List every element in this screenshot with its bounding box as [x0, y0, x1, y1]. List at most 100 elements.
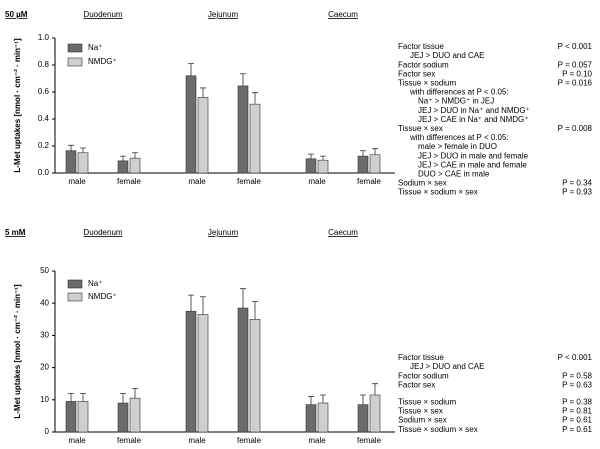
bar [317, 159, 329, 174]
error-bar [252, 92, 258, 105]
y-tick-label: 1.0 [38, 33, 50, 42]
bar [357, 155, 369, 174]
stat-label: Sodium × sex [398, 179, 447, 188]
stat-p: P = 0.10 [562, 69, 592, 78]
x-tick-label: male [308, 436, 326, 445]
stat-note: JEJ > CAE in Na⁺ and NMDG⁺ [418, 115, 528, 124]
bar [77, 152, 89, 174]
bar [117, 160, 129, 174]
error-bar [80, 392, 86, 402]
group-label: Jejunum [208, 10, 239, 19]
stat-p: P = 0.008 [558, 124, 593, 133]
error-bar [240, 288, 246, 309]
error-bar [200, 296, 206, 315]
error-bar [132, 152, 138, 159]
panel-label: 50 µM [5, 10, 28, 19]
stat-detail: with differences at P < 0.05: [409, 88, 509, 97]
y-tick-label: 0.4 [38, 114, 50, 123]
bar [369, 394, 381, 433]
bar [185, 310, 197, 433]
stat-p: P = 0.016 [558, 79, 593, 88]
error-bar [372, 383, 378, 395]
error-bar [80, 147, 86, 153]
stat-label: Factor sex [398, 69, 435, 78]
stat-note: JEJ > CAE in male and female [418, 160, 527, 169]
bar [305, 404, 317, 433]
stat-label: Factor tissue [398, 353, 444, 362]
y-tick-label: 0.2 [38, 141, 50, 150]
x-tick-label: male [68, 177, 86, 186]
legend-swatch [67, 57, 83, 67]
error-bar [188, 294, 194, 312]
stat-p: P = 0.057 [558, 60, 593, 69]
y-axis-title: L-Met uptakes [nmol · cm⁻² · min⁻¹] [13, 38, 22, 173]
y-tick-label: 40 [40, 298, 49, 307]
stat-label: Tissue × sodium [398, 398, 457, 407]
group-label: Duodenum [83, 10, 122, 19]
stat-p: P = 0.81 [562, 407, 592, 416]
stat-p: P = 0.61 [562, 416, 592, 425]
legend-label: NMDG⁺ [88, 57, 117, 66]
bar [369, 154, 381, 174]
x-tick-label: male [188, 436, 206, 445]
stat-note: JEJ > DUO in Na⁺ and NMDG⁺ [418, 106, 530, 115]
stat-p: P = 0.61 [562, 425, 592, 434]
error-bar [188, 63, 194, 76]
stat-p: P = 0.38 [562, 398, 592, 407]
stat-label: Tissue × sex [398, 407, 443, 416]
error-bar [68, 392, 74, 402]
x-tick-label: female [117, 177, 142, 186]
x-tick-label: female [357, 177, 382, 186]
legend-swatch [67, 279, 83, 289]
error-bar [132, 388, 138, 399]
bar [197, 314, 209, 433]
bar [129, 397, 141, 433]
stat-p: P = 0.58 [562, 371, 592, 380]
group-label: Duodenum [83, 228, 122, 237]
stat-label: Factor sex [398, 380, 435, 389]
bar [237, 307, 249, 433]
x-tick-label: male [68, 436, 86, 445]
x-tick-label: female [117, 436, 142, 445]
bar [249, 103, 261, 174]
stat-note: JEJ > DUO and CAE [410, 51, 484, 60]
x-tick-label: male [308, 177, 326, 186]
y-axis-title: L-Met uptakes [nmol · cm⁻² · min⁻¹] [13, 284, 22, 419]
legend-label: NMDG⁺ [88, 292, 117, 301]
error-bar [252, 301, 258, 320]
error-bar [320, 155, 326, 161]
stat-p: P < 0.001 [558, 42, 593, 51]
panel-label: 5 mM [5, 228, 26, 237]
legend-label: Na⁺ [88, 279, 102, 288]
bar [129, 157, 141, 174]
error-bar [360, 150, 366, 157]
y-tick-label: 0.8 [38, 60, 50, 69]
stat-note: JEJ > DUO and CAE [410, 362, 484, 371]
bar [317, 402, 329, 433]
legend-label: Na⁺ [88, 43, 102, 52]
error-bar [240, 73, 246, 86]
x-tick-label: female [237, 436, 262, 445]
error-bar [372, 148, 378, 155]
legend-swatch [67, 292, 83, 302]
legend-swatch [67, 43, 83, 53]
error-bar [120, 392, 126, 404]
y-tick-label: 20 [40, 363, 49, 372]
error-bar [120, 155, 126, 161]
stat-p: P = 0.63 [562, 380, 592, 389]
stat-note: male > female in DUO [418, 142, 497, 151]
group-label: Caecum [328, 10, 358, 19]
x-tick-label: female [237, 177, 262, 186]
y-tick-label: 10 [40, 395, 49, 404]
stat-note: DUO > CAE in male [418, 170, 490, 179]
bar [65, 150, 77, 174]
bar [185, 75, 197, 174]
stat-label: Tissue × sodium [398, 79, 457, 88]
stat-label: Tissue × sodium × sex [398, 188, 478, 197]
error-bar [360, 394, 366, 405]
x-tick-label: female [357, 436, 382, 445]
stat-p: P = 0.93 [562, 188, 592, 197]
y-tick-label: 0.0 [38, 168, 50, 177]
y-tick-label: 50 [40, 266, 49, 275]
